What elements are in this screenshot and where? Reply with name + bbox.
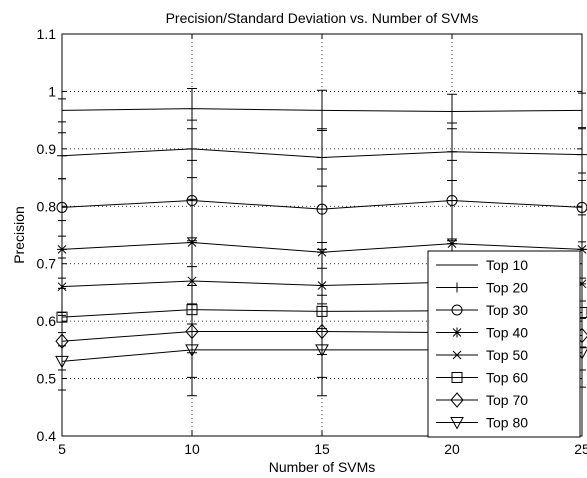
legend-entry: Top 80 <box>436 415 528 431</box>
y-tick-label: 0.7 <box>37 256 57 272</box>
legend: Top 10 Top 20 Top 30 Top 40 Top 50 Top 60 Top … <box>427 250 581 438</box>
legend-marker <box>452 327 462 338</box>
error-bar <box>187 303 197 397</box>
error-bar <box>58 98 66 123</box>
legend-label: Top 50 <box>486 347 528 363</box>
legend-label: Top 10 <box>486 257 528 273</box>
legend-label: Top 40 <box>486 325 528 341</box>
legend-entry: Top 70 <box>436 392 528 408</box>
y-tick-label: 0.4 <box>37 428 57 444</box>
x-axis-label: Number of SVMs <box>269 459 376 475</box>
x-tick-label: 10 <box>184 441 200 457</box>
error-bar <box>578 92 586 129</box>
legend-label: Top 70 <box>486 392 528 408</box>
data-point <box>317 152 327 163</box>
legend-entry: Top 10 <box>436 257 528 273</box>
data-point <box>57 282 67 292</box>
legend-label: Top 80 <box>486 415 528 431</box>
y-tick-label: 1.1 <box>37 26 57 42</box>
chart-title: Precision/Standard Deviation vs. Number … <box>166 10 479 26</box>
legend-marker <box>451 304 463 316</box>
legend-marker <box>451 372 463 383</box>
y-tick-label: 0.6 <box>37 313 57 329</box>
data-point <box>315 344 329 357</box>
legend-marker <box>452 350 462 360</box>
data-point <box>577 149 587 160</box>
data-point <box>57 244 67 255</box>
y-tick-label: 0.8 <box>37 198 57 214</box>
y-tick-label: 1 <box>48 83 56 99</box>
axis-ticks: 0.4 0.5 0.6 0.7 0.8 0.9 1 1.1 5 10 15 20 25 <box>37 26 587 457</box>
legend-marker <box>450 417 464 430</box>
legend-entry: Top 50 <box>436 347 528 363</box>
x-tick-label: 5 <box>58 441 66 457</box>
legend-box <box>427 250 581 438</box>
y-axis-label: Precision <box>11 206 27 264</box>
data-point <box>187 143 197 154</box>
x-tick-label: 20 <box>444 441 460 457</box>
x-tick-label: 15 <box>314 441 330 457</box>
legend-marker <box>452 282 462 293</box>
legend-entry: Top 60 <box>436 370 528 386</box>
legend-label: Top 30 <box>486 302 528 318</box>
data-point <box>57 150 67 161</box>
legend-entry: Top 40 <box>436 325 528 341</box>
data-point <box>56 201 68 213</box>
data-point <box>185 344 199 357</box>
legend-label: Top 60 <box>486 370 528 386</box>
legend-entry: Top 30 <box>436 302 528 318</box>
x-tick-label: 25 <box>574 441 587 457</box>
error-bar <box>317 303 327 397</box>
y-tick-label: 0.9 <box>37 141 57 157</box>
data-point <box>447 146 457 157</box>
error-bar <box>58 332 66 391</box>
legend-entry: Top 20 <box>436 280 528 296</box>
data-point <box>576 201 587 213</box>
legend-label: Top 20 <box>486 280 528 296</box>
legend-marker <box>450 392 464 408</box>
data-point <box>55 355 69 369</box>
y-tick-label: 0.5 <box>37 371 57 387</box>
